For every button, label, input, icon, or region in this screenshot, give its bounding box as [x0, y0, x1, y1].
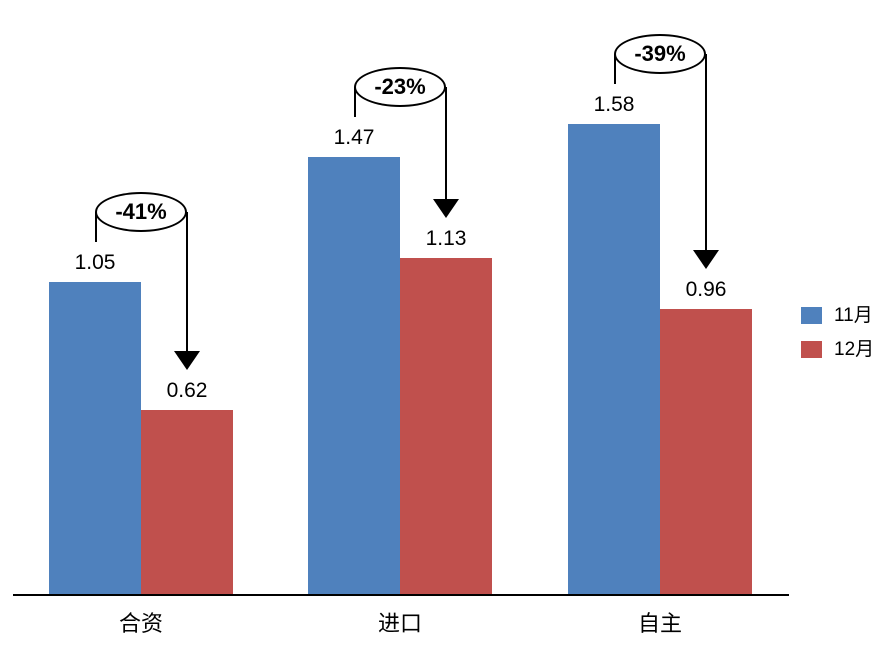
annotation-ellipse: -23%	[354, 67, 446, 107]
annotation-arrow-line	[705, 54, 707, 250]
value-label-dec: 1.13	[425, 227, 467, 250]
bar-dec	[400, 258, 492, 595]
annotation-ellipse: -39%	[614, 34, 706, 74]
annotation-percent-label: -41%	[115, 199, 167, 224]
bar-dec	[141, 410, 233, 595]
value-label-dec: 0.96	[685, 278, 727, 301]
value-label-nov: 1.05	[74, 251, 116, 274]
annotation-connector-line	[354, 87, 356, 117]
value-label-dec: 0.62	[166, 379, 208, 402]
bar-group-hezi: 1.05 0.62 -41% 合资	[49, 0, 233, 653]
bar-dec	[660, 309, 752, 595]
bar-nov	[308, 157, 400, 595]
annotation-percent-label: -23%	[374, 74, 426, 99]
bar-group-zizhu: 1.58 0.96 -39% 自主	[568, 0, 752, 653]
value-label-nov: 1.47	[333, 126, 375, 149]
legend-swatch-dec	[801, 341, 822, 358]
legend-label-dec: 12月	[834, 339, 875, 360]
legend: 11月 12月	[801, 305, 874, 373]
category-label: 进口	[377, 611, 422, 636]
annotation-arrow-line	[445, 87, 447, 199]
arrow-down-icon	[693, 250, 719, 269]
annotation-connector-line	[95, 212, 97, 242]
bar-group-jinkou: 1.47 1.13 -23% 进口	[308, 0, 492, 653]
legend-label-nov: 11月	[834, 305, 873, 326]
category-label: 合资	[118, 611, 163, 636]
x-axis-line	[13, 594, 789, 596]
annotation-ellipse: -41%	[95, 192, 187, 232]
category-label: 自主	[637, 611, 682, 636]
value-label-nov: 1.58	[593, 93, 635, 116]
annotation-connector-line	[614, 54, 616, 84]
legend-swatch-nov	[801, 307, 822, 324]
annotation-percent-label: -39%	[634, 41, 686, 66]
annotation-arrow-line	[186, 212, 188, 351]
arrow-down-icon	[174, 351, 200, 370]
arrow-down-icon	[433, 199, 459, 218]
legend-item-dec: 12月	[801, 339, 874, 360]
bar-nov	[49, 282, 141, 595]
bar-nov	[568, 124, 660, 595]
legend-item-nov: 11月	[801, 305, 874, 326]
